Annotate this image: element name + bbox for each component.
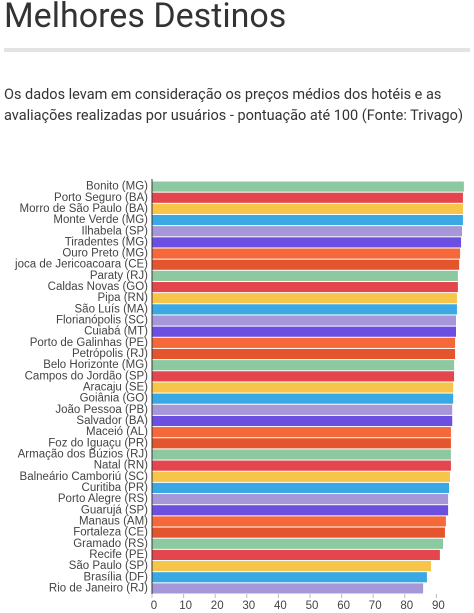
y-tick-label: Maceió (AL) <box>86 426 148 438</box>
x-tick-label: 60 <box>337 600 350 612</box>
y-tick-label: Rio de Janeiro (RJ) <box>49 582 148 594</box>
y-tick-label: Bonito (MG) <box>86 181 148 193</box>
bar <box>152 449 451 460</box>
bar <box>152 214 463 226</box>
y-tick-label: Ouro Preto (MG) <box>62 248 148 260</box>
page-title: Melhores Destinos <box>4 0 287 36</box>
y-tick-label: Salvador (BA) <box>76 415 148 427</box>
bar <box>152 404 453 415</box>
y-tick-label: Porto de Galinhas (PE) <box>30 337 148 349</box>
y-tick-label: Foz do Iguaçu (PR) <box>48 437 148 449</box>
x-tick-label: 50 <box>306 600 319 612</box>
bar <box>152 360 455 371</box>
y-tick-label: São Paulo (SP) <box>69 560 148 572</box>
y-tick-label: Pipa (RN) <box>98 292 149 304</box>
bar <box>152 315 456 326</box>
y-tick-label: Curitiba (PR) <box>82 482 149 494</box>
bar <box>152 226 462 237</box>
bar <box>152 460 451 471</box>
bar <box>152 382 454 393</box>
y-tick-label: Balneário Camboriú (SC) <box>20 471 149 483</box>
bar <box>152 427 451 438</box>
bar <box>152 471 450 482</box>
x-tick-label: 10 <box>179 600 192 612</box>
y-tick-label: Porto Seguro (BA) <box>54 192 148 204</box>
bar <box>152 237 462 248</box>
y-tick-label: Gramado (RS) <box>73 538 148 550</box>
bar <box>152 326 456 337</box>
y-tick-label: Natal (RN) <box>94 460 148 472</box>
y-tick-label: Armação dos Búzios (RJ) <box>18 449 149 461</box>
bar <box>152 348 456 360</box>
y-tick-label: Porto Alegre (RS) <box>58 493 148 505</box>
y-tick-label: Manaus (AM) <box>79 515 148 527</box>
y-tick-label: Morro de São Paulo (BA) <box>20 203 149 215</box>
x-tick-label: 80 <box>400 600 413 612</box>
y-tick-label: João Pessoa (PB) <box>55 404 148 416</box>
y-tick-label: Florianópolis (SC) <box>56 315 148 327</box>
y-tick-label: Guarujá (SP) <box>81 504 148 516</box>
y-tick-label: Tiradentes (MG) <box>65 236 148 248</box>
bar <box>152 572 427 583</box>
y-tick-label: Petrópolis (RJ) <box>72 348 148 360</box>
subtitle: Os dados levam em consideração os preços… <box>4 86 463 124</box>
bar <box>152 494 449 505</box>
x-tick-label: 40 <box>274 600 287 612</box>
bar <box>152 482 450 494</box>
y-tick-label: Monte Verde (MG) <box>53 214 148 226</box>
y-tick-label: Campos do Jordão (SP) <box>25 370 149 382</box>
bar <box>152 538 444 549</box>
bar <box>152 583 424 594</box>
bar <box>152 192 463 203</box>
bar <box>152 248 461 259</box>
bar <box>152 438 451 449</box>
x-tick-label: 30 <box>242 600 255 612</box>
bar <box>152 304 457 315</box>
y-tick-label: Fortaleza (CE) <box>73 527 148 539</box>
bar <box>152 371 455 382</box>
y-tick-label: Belo Horizonte (MG) <box>43 359 148 371</box>
y-tick-label: Paraty (RJ) <box>90 270 148 282</box>
bar <box>152 549 440 561</box>
bar <box>152 293 457 304</box>
y-tick-label: Ilhabela (SP) <box>82 225 149 237</box>
y-tick-label: Recife (PE) <box>89 549 148 561</box>
x-tick-label: 70 <box>369 600 382 612</box>
bar <box>152 203 463 214</box>
bar <box>152 259 460 270</box>
bar <box>152 516 446 527</box>
bar <box>152 270 458 281</box>
bar <box>152 415 453 427</box>
y-tick-label: São Luís (MA) <box>75 303 149 315</box>
y-tick-label: Goiânia (GO) <box>80 393 149 405</box>
bar <box>152 181 464 192</box>
y-tick-label: Cuiabá (MT) <box>84 326 148 338</box>
bar <box>152 561 432 572</box>
y-tick-label: Aracaju (SE) <box>83 382 148 394</box>
bar <box>152 337 456 348</box>
title-rule <box>4 48 470 52</box>
bar <box>152 527 445 538</box>
y-tick-label: Caldas Novas (GO) <box>48 281 149 293</box>
y-tick-label: joca de Jericoacoara (CE) <box>14 259 148 271</box>
bar <box>152 281 458 293</box>
bar <box>152 505 449 516</box>
x-tick-label: 90 <box>432 600 445 612</box>
bar <box>152 393 454 404</box>
y-tick-label: Brasília (DF) <box>83 571 148 583</box>
x-tick-label: 20 <box>211 600 224 612</box>
x-tick-label: 0 <box>151 600 157 612</box>
